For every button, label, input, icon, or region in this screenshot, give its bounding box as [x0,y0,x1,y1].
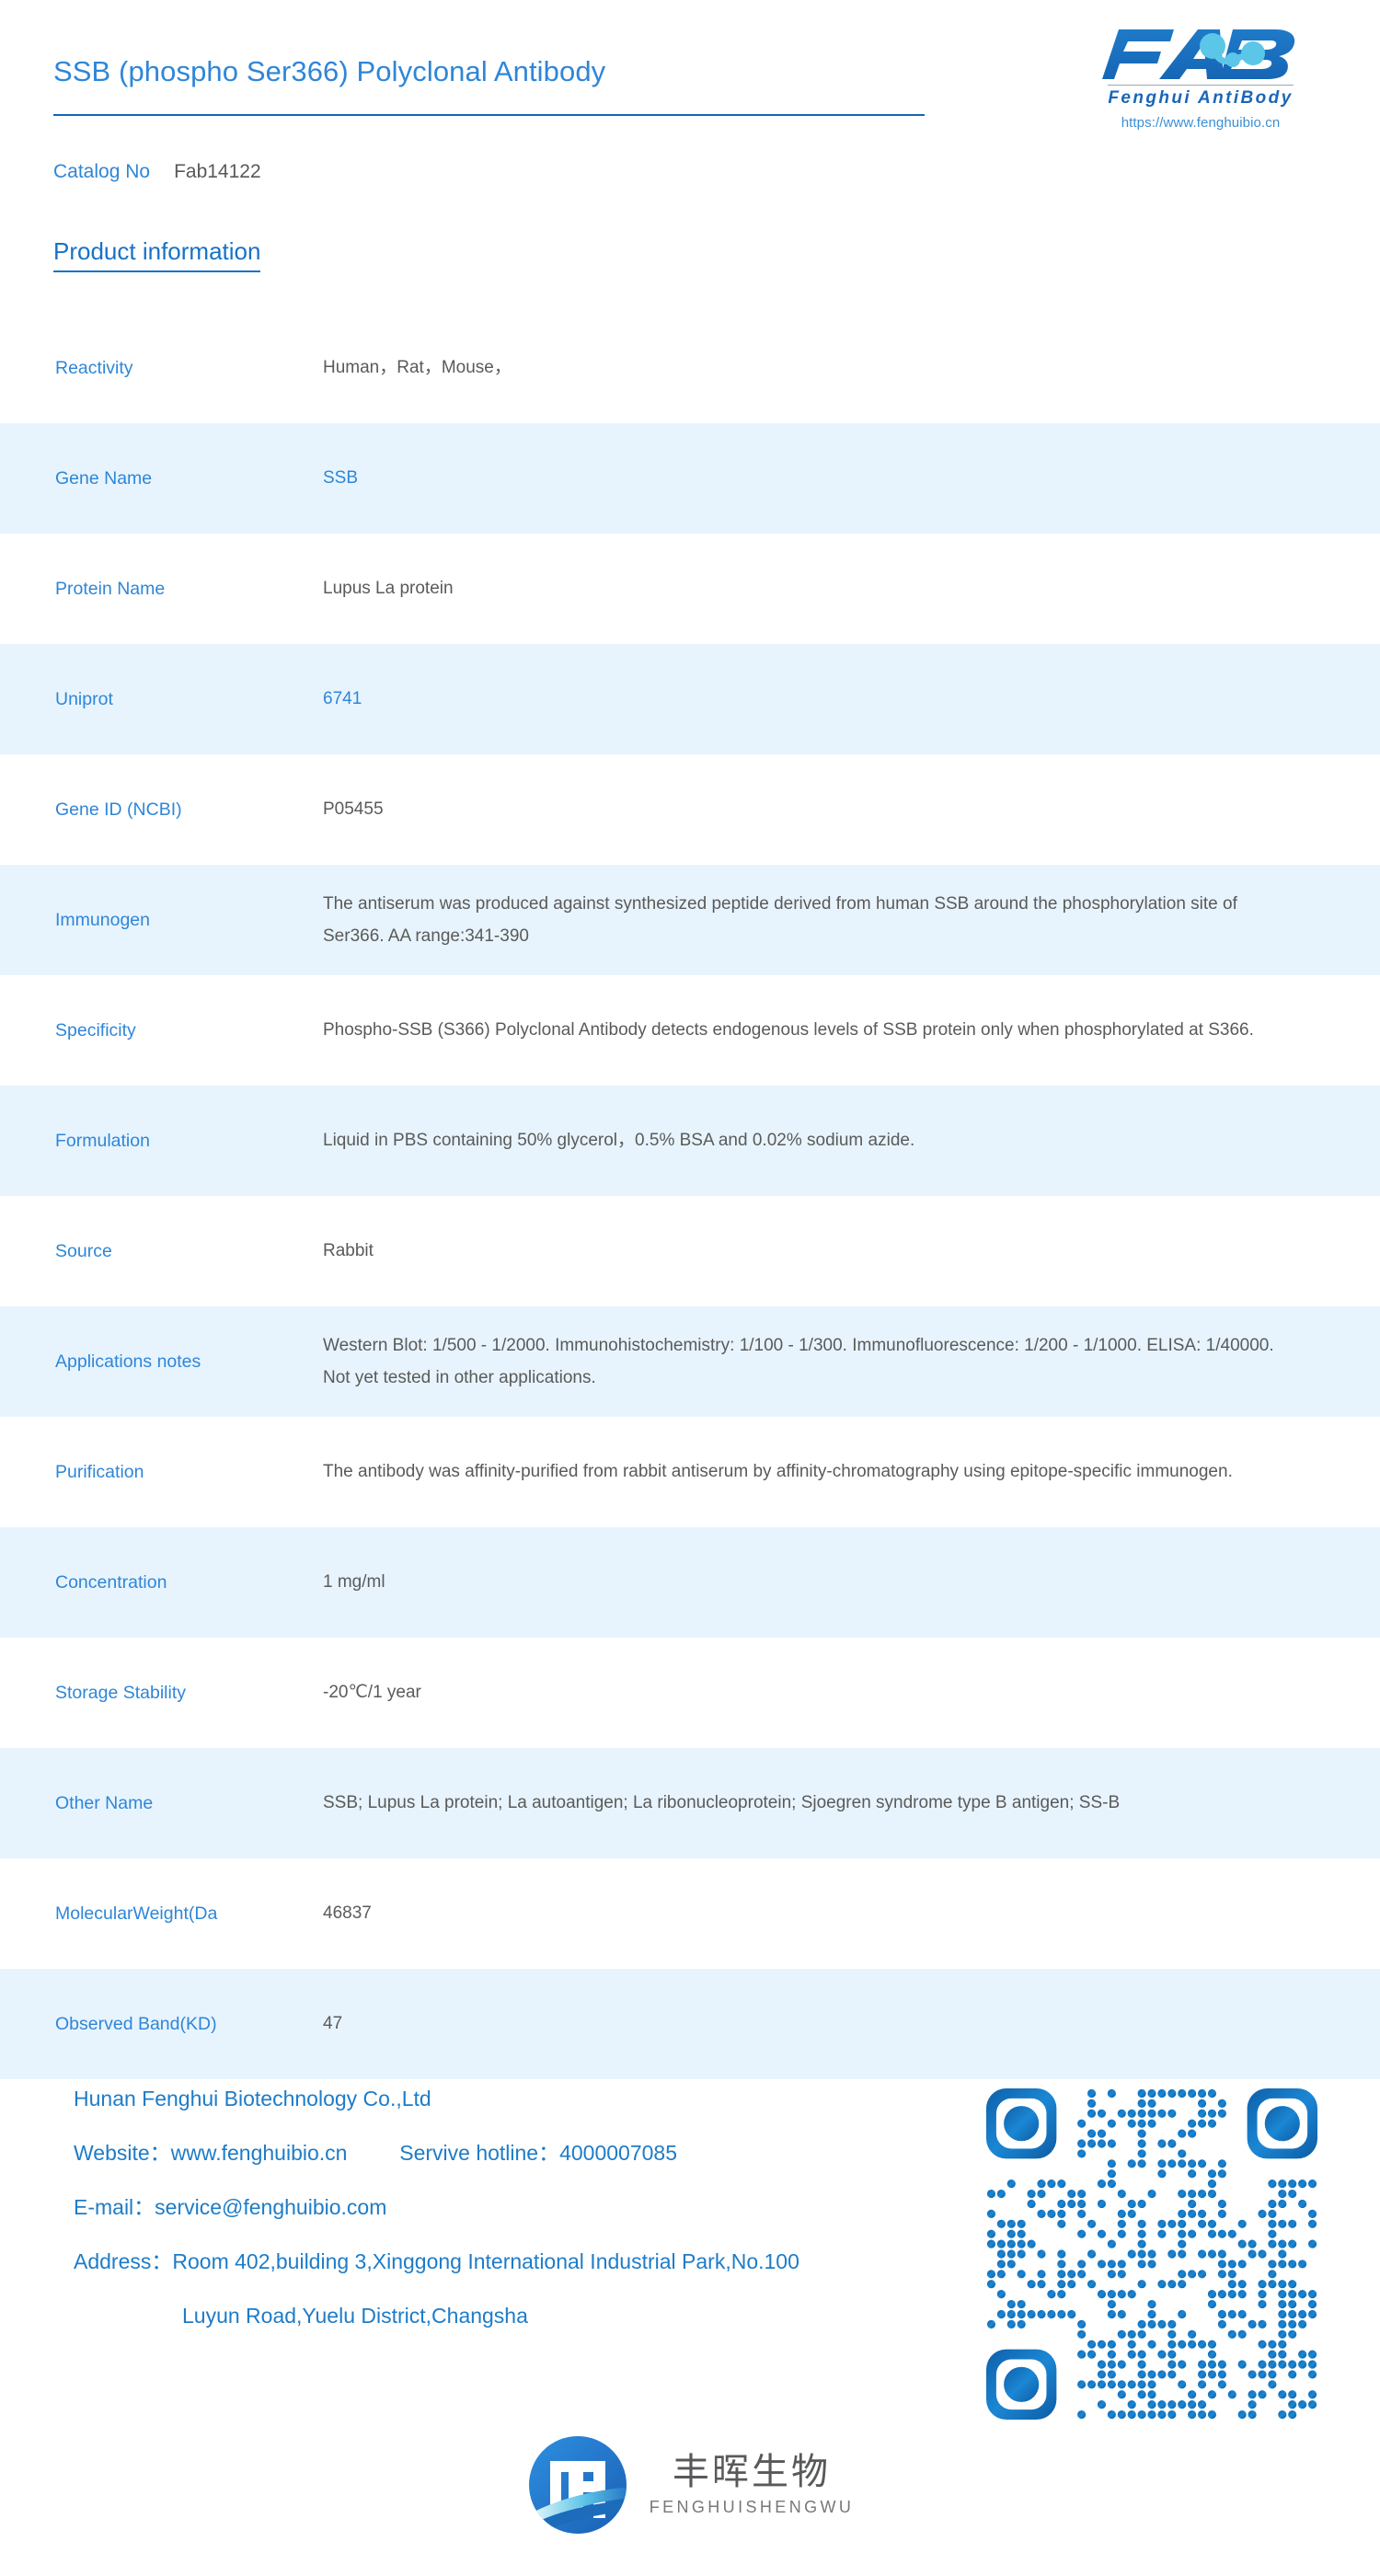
bottom-logo-en: FENGHUISHENGWU [649,2498,855,2516]
company-url[interactable]: https://www.fenghuibio.cn [1121,115,1281,131]
table-row: Uniprot 6741 [0,644,1380,754]
row-label: Purification [55,1461,144,1482]
table-row: Immunogen The antiserum was produced agai… [0,865,1380,975]
row-value: P05455 [323,799,384,820]
website-label[interactable]: Website：www.fenghuibio.cn [74,2141,348,2165]
row-label: Gene ID (NCBI) [55,799,182,820]
page-footer: Hunan Fenghui Biotechnology Co.,Ltd Webs… [0,2088,1380,2576]
page-header: SSB (phospho Ser366) Polyclonal Antibody… [0,0,1380,184]
address-line-1: Address：Room 402,building 3,Xinggong Int… [74,2249,799,2273]
table-row: Formulation Liquid in PBS containing 50% … [0,1086,1380,1196]
table-row: MolecularWeight(Da 46837 [0,1858,1380,1969]
fenghui-circle-icon [528,2436,627,2534]
hotline-label: Servive hotline：4000007085 [399,2141,678,2165]
row-value: -20℃/1 year [323,1683,421,1703]
row-value: The antibody was affinity-purified from … [323,1462,1233,1482]
email-label[interactable]: E-mail：service@fenghuibio.com [74,2195,387,2219]
row-value: Human，Rat，Mouse， [323,358,512,378]
row-value: Lupus La protein [323,579,454,599]
footer-contact-block: Hunan Fenghui Biotechnology Co.,Ltd Webs… [74,2088,994,2360]
row-value: The antiserum was produced against synth… [323,893,1237,946]
row-label: Gene Name [55,467,153,489]
bottom-logo-text: 丰晖生物 FENGHUISHENGWU [650,2453,855,2517]
table-row: Gene Name SSB [0,423,1380,534]
table-row: Concentration 1 mg/ml [0,1527,1380,1638]
row-value: Phospho-SSB (S366) Polyclonal Antibody d… [323,1020,1254,1041]
title-divider [53,114,925,116]
row-label: Immunogen [55,909,150,930]
row-label: Observed Band(KD) [55,2013,217,2034]
row-value: 46837 [323,1903,372,1924]
row-label: Other Name [55,1792,154,1813]
table-row: Gene ID (NCBI) P05455 [0,754,1380,865]
row-value: Rabbit [323,1241,374,1261]
catalog-value: Fab14122 [174,161,261,182]
bottom-logo: 丰晖生物 FENGHUISHENGWU [0,2433,1380,2536]
address-line-2: Luyun Road,Yuelu District,Changsha [182,2304,528,2328]
row-label: MolecularWeight(Da [55,1903,218,1924]
row-label: Reactivity [55,357,133,378]
row-value: 1 mg/ml [323,1572,385,1593]
page-title: SSB (phospho Ser366) Polyclonal Antibody [53,55,606,87]
row-label: Storage Stability [55,1682,186,1703]
row-label: Specificity [55,1019,136,1041]
qr-code-icon [986,2088,1317,2420]
table-row: Source Rabbit [0,1196,1380,1306]
row-label: Formulation [55,1130,150,1151]
table-row: Applications notes Western Blot: 1/500 - … [0,1306,1380,1417]
fab-logo-divider [1108,85,1294,86]
table-row: Other Name SSB; Lupus La protein; La auto… [0,1748,1380,1858]
row-value: 47 [323,2014,343,2034]
qr-code[interactable] [986,2088,1317,2420]
section-heading-product-information: Product information [53,237,261,272]
table-row: Specificity Phospho-SSB (S366) Polyclonal… [0,975,1380,1086]
row-label: Concentration [55,1571,167,1593]
row-value[interactable]: 6741 [323,689,362,709]
row-label: Uniprot [55,688,113,709]
row-label: Source [55,1240,112,1261]
row-label: Protein Name [55,578,166,599]
catalog-label: Catalog No [53,161,151,182]
catalog-row: Catalog No Fab14122 [53,161,261,183]
website-hotline-line: Website：www.fenghuibio.cn Servive hotlin… [74,2143,994,2164]
table-row: Purification The antibody was affinity-pu… [0,1417,1380,1527]
bottom-logo-cn: 丰晖生物 [672,2451,831,2493]
row-value: Liquid in PBS containing 50% glycerol，0.… [323,1131,915,1151]
row-label: Applications notes [55,1351,201,1372]
row-value: Western Blot: 1/500 - 1/2000. Immunohist… [323,1335,1274,1387]
product-information-table: Reactivity Human，Rat，Mouse， Gene Name SSB Pr… [0,313,1380,2079]
table-row: Storage Stability -20℃/1 year [0,1638,1380,1748]
fab-logo-icon [1102,29,1295,79]
row-value: SSB; Lupus La protein; La autoantigen; L… [323,1793,1121,1813]
table-row: Reactivity Human，Rat，Mouse， [0,313,1380,423]
fab-wordmark: Fenghui AntiBody [1108,88,1294,108]
fab-logo: Fenghui AntiBody https://www.fenghuibio.… [1067,26,1334,131]
table-row: Protein Name Lupus La protein [0,534,1380,644]
row-value[interactable]: SSB [323,468,359,489]
company-name: Hunan Fenghui Biotechnology Co.,Ltd [74,2087,431,2110]
table-row: Observed Band(KD) 47 [0,1969,1380,2079]
